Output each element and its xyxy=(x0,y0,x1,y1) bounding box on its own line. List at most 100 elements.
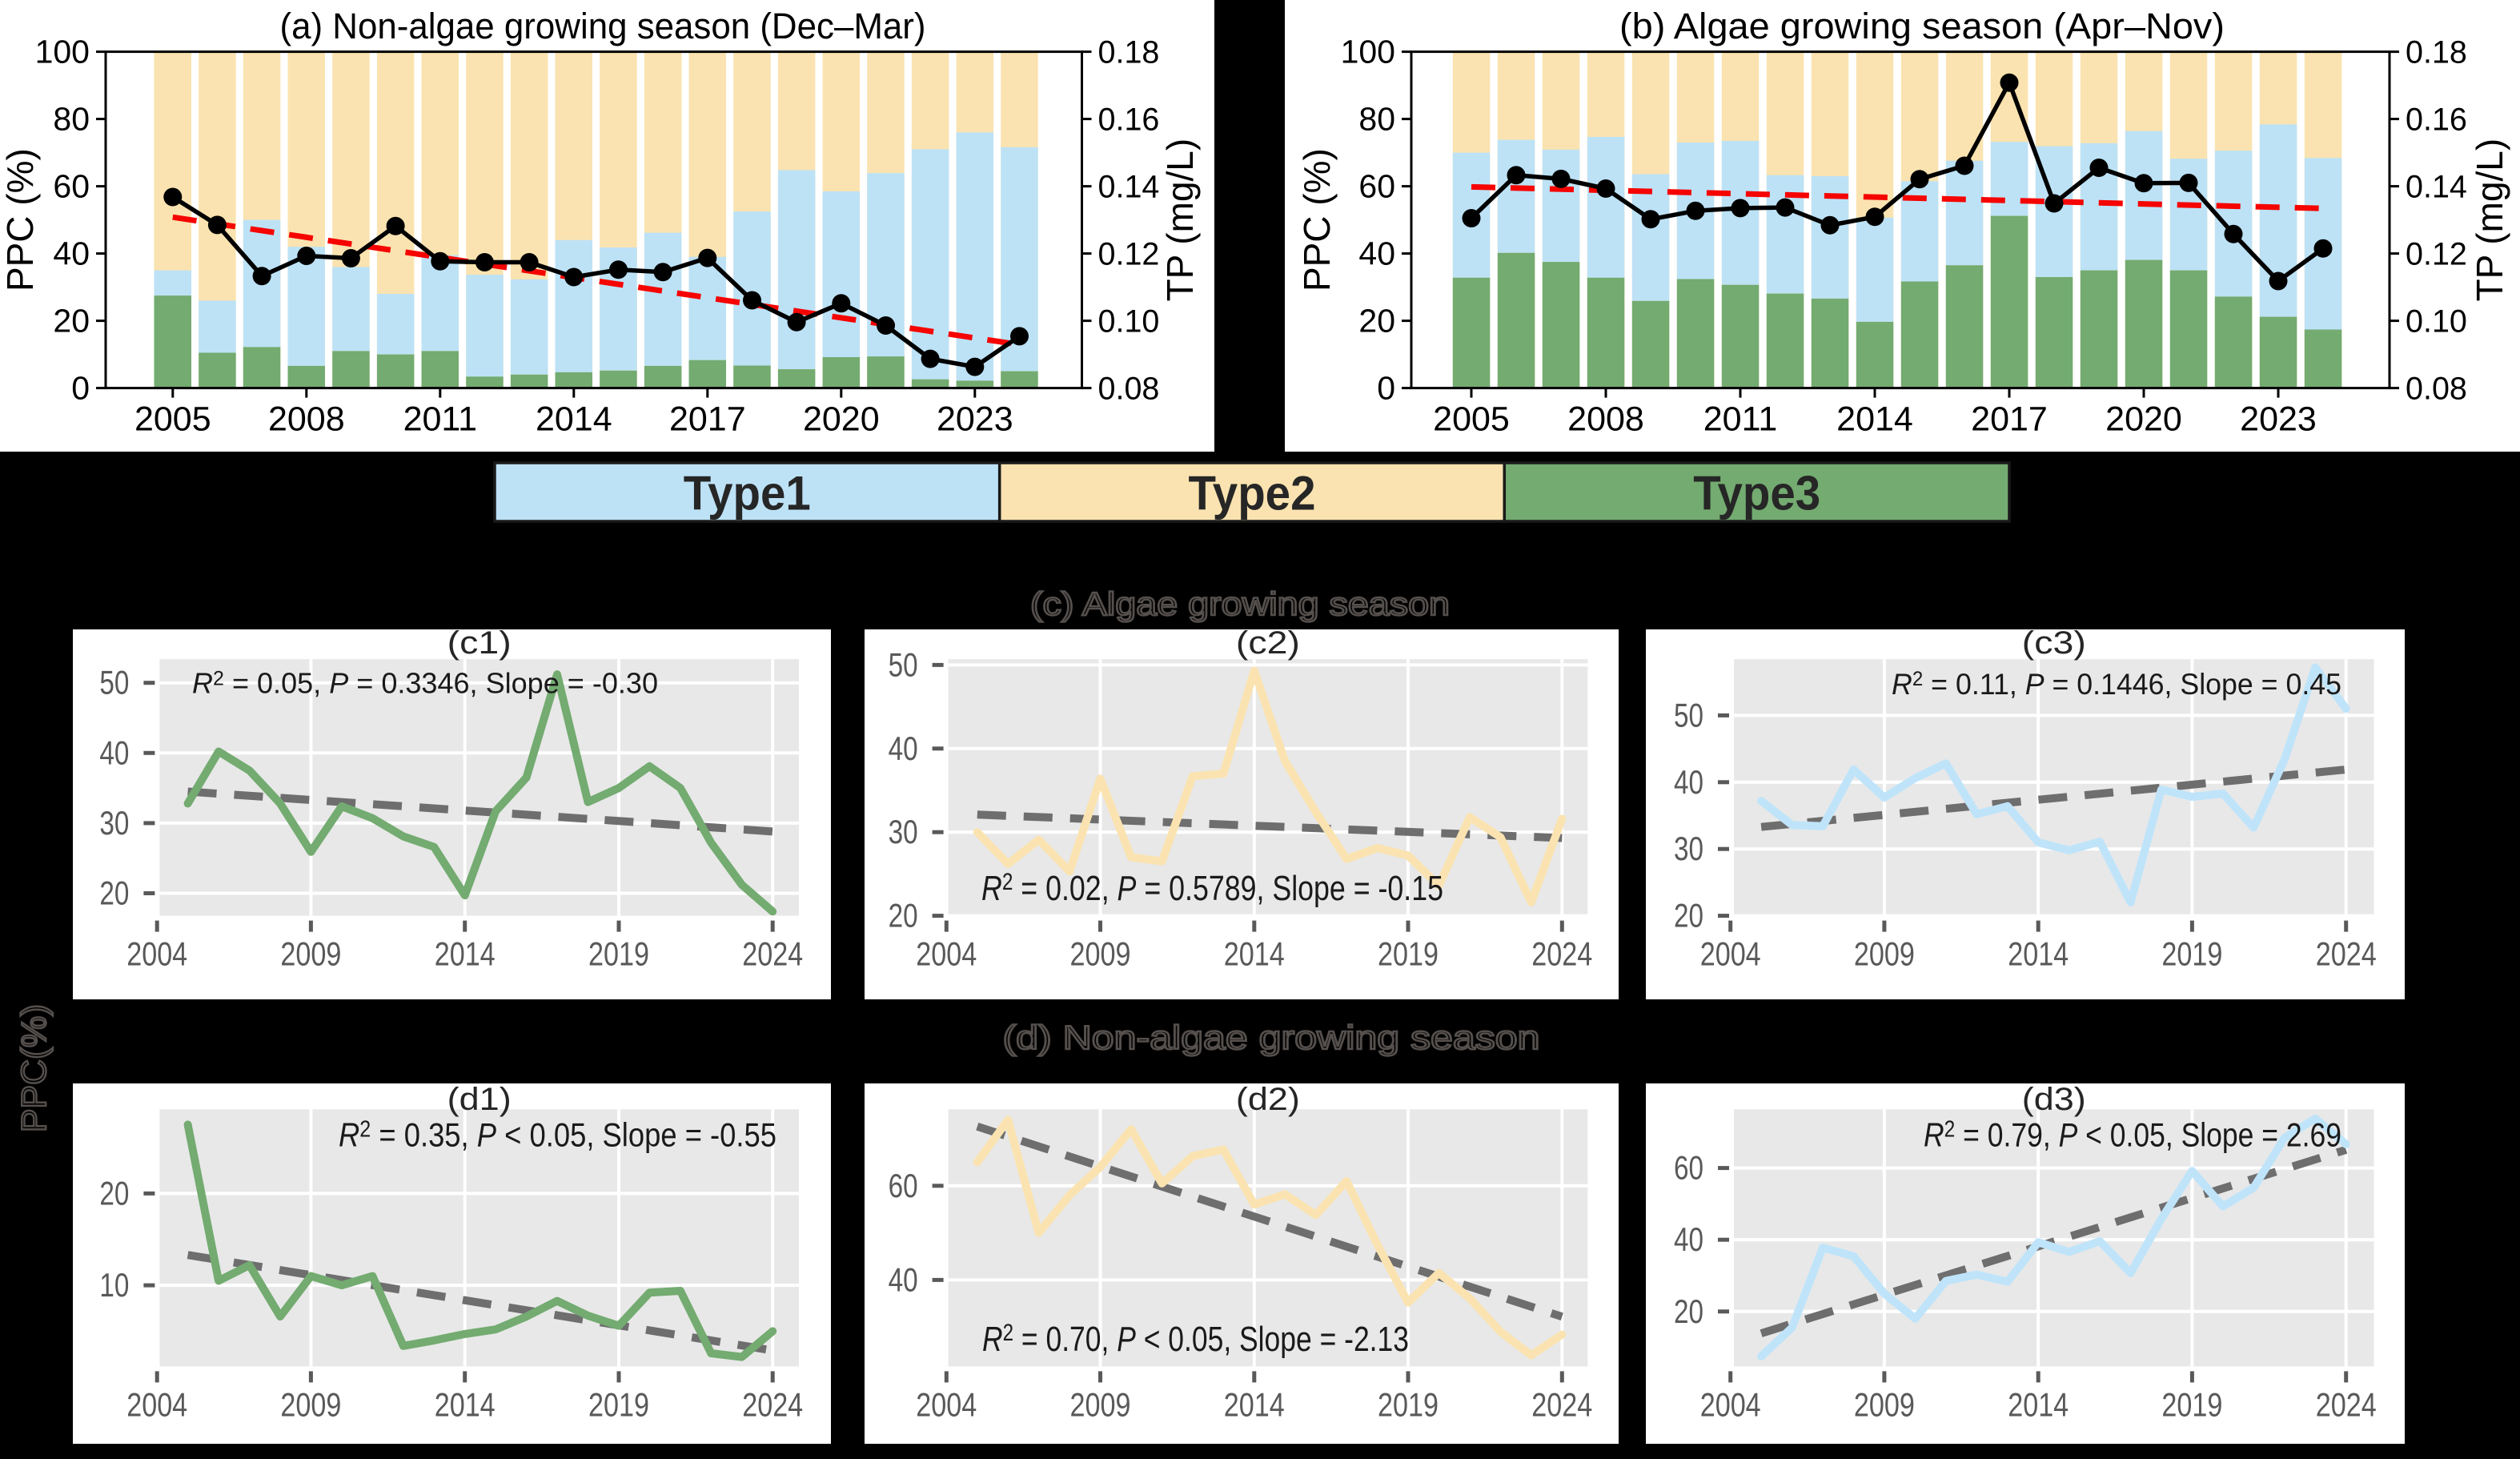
svg-text:2019: 2019 xyxy=(2161,1385,2222,1423)
svg-text:(c2): (c2) xyxy=(1236,625,1300,661)
svg-text:2023: 2023 xyxy=(937,400,1013,439)
svg-text:2020: 2020 xyxy=(2105,400,2182,439)
svg-text:40: 40 xyxy=(99,734,129,771)
svg-text:(b) Algae growing season (Apr–: (b) Algae growing season (Apr–Nov) xyxy=(1619,6,2225,46)
svg-text:2017: 2017 xyxy=(669,400,746,439)
svg-text:30: 30 xyxy=(1674,830,1703,867)
svg-text:0.16: 0.16 xyxy=(2406,102,2467,138)
svg-text:2011: 2011 xyxy=(403,400,477,439)
svg-text:2009: 2009 xyxy=(1854,935,1915,973)
svg-text:20: 20 xyxy=(99,874,129,912)
svg-text:2004: 2004 xyxy=(126,935,187,973)
svg-text:2024: 2024 xyxy=(2316,1385,2377,1423)
svg-text:50: 50 xyxy=(99,664,129,701)
svg-text:(c3): (c3) xyxy=(2022,625,2086,661)
svg-text:R2 = 0.70, P < 0.05, Slope = -: R2 = 0.70, P < 0.05, Slope = -2.13 xyxy=(982,1320,1409,1359)
svg-text:60: 60 xyxy=(889,1167,918,1204)
svg-text:TP (mg/L): TP (mg/L) xyxy=(2469,139,2510,302)
svg-text:0.12: 0.12 xyxy=(1098,237,1160,272)
svg-text:40: 40 xyxy=(53,235,90,272)
svg-text:0.08: 0.08 xyxy=(1098,372,1160,407)
svg-text:Type3: Type3 xyxy=(1693,467,1820,520)
svg-text:50: 50 xyxy=(1674,696,1703,734)
svg-text:0.18: 0.18 xyxy=(2406,35,2467,70)
svg-text:2009: 2009 xyxy=(280,1385,341,1423)
svg-text:2004: 2004 xyxy=(916,935,977,973)
svg-text:2008: 2008 xyxy=(1567,400,1644,439)
svg-text:2009: 2009 xyxy=(1070,1385,1131,1423)
svg-text:40: 40 xyxy=(889,1260,918,1298)
svg-text:(d1): (d1) xyxy=(447,1082,512,1117)
svg-text:60: 60 xyxy=(1358,168,1395,205)
svg-text:2019: 2019 xyxy=(2161,935,2222,973)
svg-text:2009: 2009 xyxy=(280,935,341,973)
svg-text:2024: 2024 xyxy=(1531,935,1592,973)
svg-text:Type1: Type1 xyxy=(684,467,811,520)
svg-text:2024: 2024 xyxy=(1531,1385,1592,1423)
svg-text:0.16: 0.16 xyxy=(1098,102,1160,138)
svg-text:20: 20 xyxy=(1674,897,1703,934)
svg-text:R2 = 0.05, P = 0.3346, Slope =: R2 = 0.05, P = 0.3346, Slope = -0.30 xyxy=(192,667,658,700)
svg-text:2011: 2011 xyxy=(1703,400,1777,439)
svg-text:(d) Non-algae growing season: (d) Non-algae growing season xyxy=(1003,1019,1540,1056)
svg-text:R2 = 0.79, P < 0.05, Slope = 2: R2 = 0.79, P < 0.05, Slope = 2.69 xyxy=(1924,1116,2341,1154)
svg-text:2020: 2020 xyxy=(803,400,880,439)
svg-text:20: 20 xyxy=(99,1174,129,1212)
svg-text:2009: 2009 xyxy=(1070,935,1131,973)
svg-text:0.18: 0.18 xyxy=(1098,35,1160,70)
svg-text:0: 0 xyxy=(1377,370,1395,407)
svg-text:0.08: 0.08 xyxy=(2406,372,2467,407)
svg-text:2004: 2004 xyxy=(1700,935,1761,973)
svg-text:(c1): (c1) xyxy=(447,625,512,661)
svg-text:2019: 2019 xyxy=(1378,935,1439,973)
svg-text:(d2): (d2) xyxy=(1236,1082,1300,1117)
svg-text:2014: 2014 xyxy=(2008,1385,2069,1423)
svg-text:2014: 2014 xyxy=(435,935,496,973)
svg-text:(d3): (d3) xyxy=(2022,1082,2086,1117)
svg-text:0.10: 0.10 xyxy=(2406,304,2467,340)
svg-text:80: 80 xyxy=(53,101,90,138)
svg-text:2019: 2019 xyxy=(588,935,649,973)
svg-text:0: 0 xyxy=(71,370,90,407)
svg-text:40: 40 xyxy=(1358,235,1395,272)
svg-text:100: 100 xyxy=(35,34,90,70)
svg-text:2017: 2017 xyxy=(1971,400,2048,439)
svg-text:R2 = 0.35, P < 0.05, Slope = -: R2 = 0.35, P < 0.05, Slope = -0.55 xyxy=(339,1116,776,1154)
svg-text:60: 60 xyxy=(53,168,90,205)
svg-text:R2 = 0.02, P = 0.5789, Slope =: R2 = 0.02, P = 0.5789, Slope = -0.15 xyxy=(981,869,1443,908)
svg-text:PPC (%): PPC (%) xyxy=(1296,148,1338,291)
svg-text:10: 10 xyxy=(99,1266,129,1304)
svg-text:2014: 2014 xyxy=(1224,1385,1285,1423)
svg-text:2014: 2014 xyxy=(1836,400,1913,439)
svg-text:80: 80 xyxy=(1358,101,1395,138)
svg-text:R2 = 0.11, P = 0.1446, Slope =: R2 = 0.11, P = 0.1446, Slope = 0.45 xyxy=(1892,668,2341,701)
svg-text:2014: 2014 xyxy=(1224,935,1285,973)
svg-text:PPC (%): PPC (%) xyxy=(0,148,41,291)
svg-text:2004: 2004 xyxy=(126,1385,187,1423)
svg-text:20: 20 xyxy=(1674,1292,1703,1330)
svg-text:20: 20 xyxy=(889,897,918,934)
svg-text:2009: 2009 xyxy=(1854,1385,1915,1423)
svg-text:2014: 2014 xyxy=(435,1385,496,1423)
svg-text:50: 50 xyxy=(889,645,918,683)
svg-text:30: 30 xyxy=(99,804,129,842)
svg-text:TP (mg/L): TP (mg/L) xyxy=(1159,139,1201,302)
svg-text:2019: 2019 xyxy=(588,1385,649,1423)
svg-text:2023: 2023 xyxy=(2240,400,2317,439)
svg-text:20: 20 xyxy=(1358,303,1395,340)
svg-text:0.14: 0.14 xyxy=(2406,170,2467,205)
svg-text:2024: 2024 xyxy=(2316,935,2377,973)
svg-text:2024: 2024 xyxy=(742,935,803,973)
svg-text:PPC(%): PPC(%) xyxy=(14,1004,54,1132)
svg-text:0.14: 0.14 xyxy=(1098,170,1160,205)
svg-text:2008: 2008 xyxy=(268,400,345,439)
svg-text:2004: 2004 xyxy=(1700,1385,1761,1423)
svg-text:Type2: Type2 xyxy=(1189,467,1316,520)
svg-text:30: 30 xyxy=(889,813,918,850)
svg-text:100: 100 xyxy=(1341,34,1395,70)
svg-text:40: 40 xyxy=(1674,763,1703,801)
svg-text:2014: 2014 xyxy=(536,400,612,439)
svg-text:2004: 2004 xyxy=(916,1385,977,1423)
svg-text:2005: 2005 xyxy=(1433,400,1510,439)
svg-text:40: 40 xyxy=(889,730,918,767)
